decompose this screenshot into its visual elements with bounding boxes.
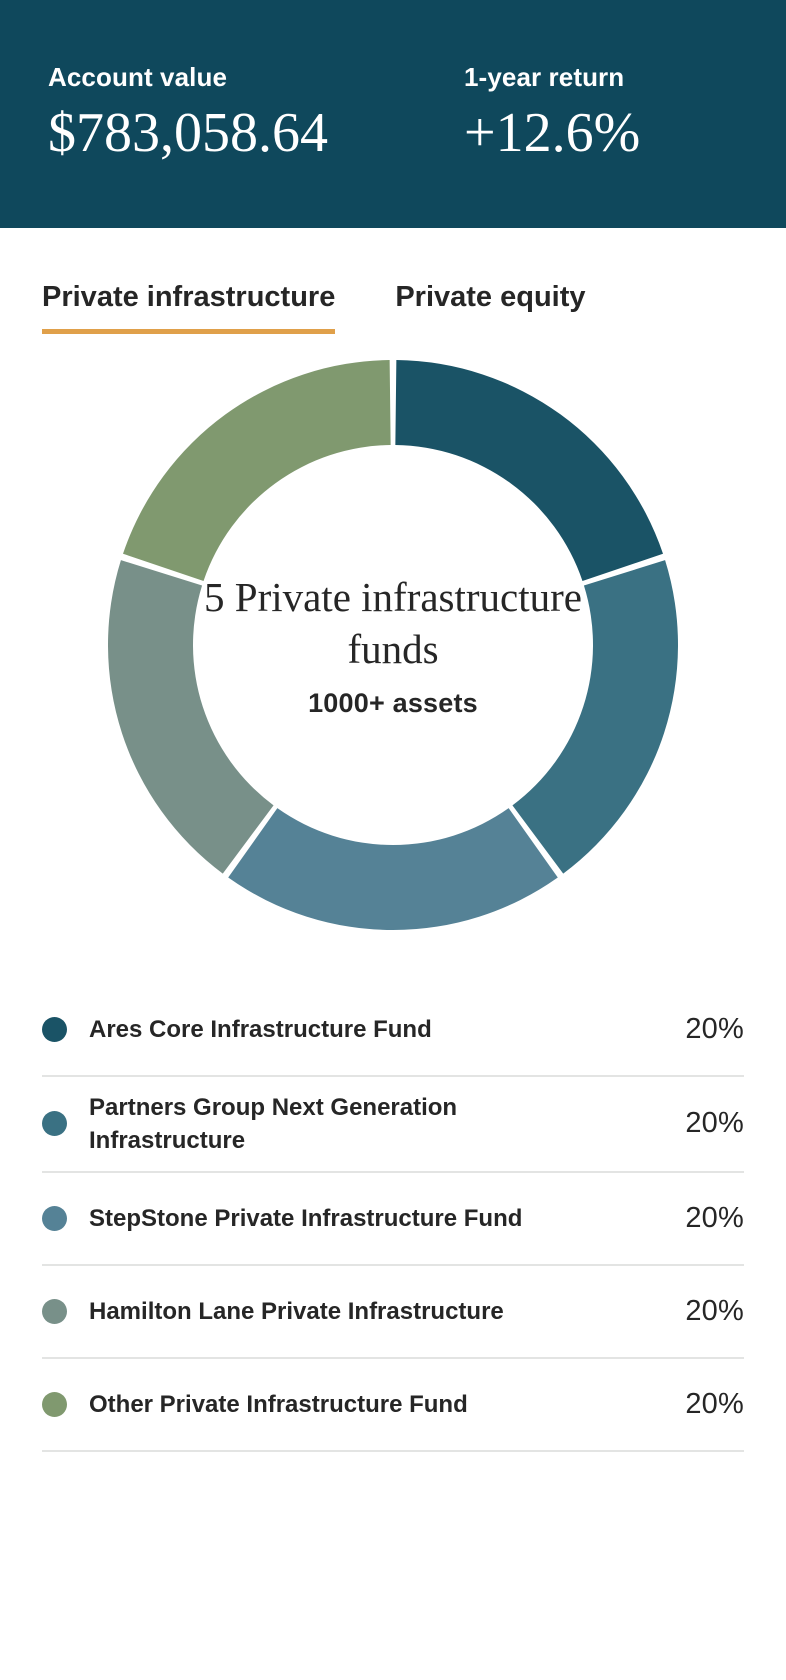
one-year-return-label: 1-year return xyxy=(464,62,625,92)
one-year-return-stat: 1-year return +12.6% xyxy=(464,62,640,166)
fund-allocation-list: Ares Core Infrastructure Fund 20% Partne… xyxy=(42,984,744,1453)
list-item[interactable]: Ares Core Infrastructure Fund 20% xyxy=(42,984,744,1077)
fund-allocation-percent: 20% xyxy=(685,1202,744,1235)
legend-color-dot-icon xyxy=(42,1299,67,1325)
account-value-amount: $783,058.64 xyxy=(48,102,328,165)
list-item[interactable]: Partners Group Next Generation Infrastru… xyxy=(42,1077,744,1174)
legend-color-dot-icon xyxy=(42,1016,67,1042)
list-item[interactable]: Hamilton Lane Private Infrastructure 20% xyxy=(42,1266,744,1360)
fund-allocation-percent: 20% xyxy=(685,1107,744,1140)
donut-segment[interactable] xyxy=(512,559,678,874)
donut-chart: 5 Private infrastructure funds 1000+ ass… xyxy=(108,359,678,930)
account-value-stat: Account value $783,058.64 xyxy=(48,62,464,166)
donut-segment[interactable] xyxy=(108,559,274,874)
allocation-chart-section: 5 Private infrastructure funds 1000+ ass… xyxy=(0,359,786,930)
account-summary-header: Account value $783,058.64 1-year return … xyxy=(0,0,786,228)
list-item[interactable]: Other Private Infrastructure Fund 20% xyxy=(42,1359,744,1453)
one-year-return-value: +12.6% xyxy=(464,102,641,165)
portfolio-tabs: Private infrastructure Private equity xyxy=(0,228,786,334)
fund-allocation-percent: 20% xyxy=(685,1295,744,1328)
fund-name: Other Private Infrastructure Fund xyxy=(89,1390,468,1418)
tab-private-equity[interactable]: Private equity xyxy=(395,281,586,313)
account-value-label: Account value xyxy=(48,62,228,92)
legend-color-dot-icon xyxy=(42,1206,67,1232)
fund-allocation-percent: 20% xyxy=(685,1012,744,1045)
fund-name: Hamilton Lane Private Infrastructure xyxy=(89,1297,504,1325)
fund-allocation-percent: 20% xyxy=(685,1388,744,1421)
donut-chart-svg xyxy=(108,359,678,930)
donut-segment[interactable] xyxy=(123,359,391,581)
legend-color-dot-icon xyxy=(42,1392,67,1418)
fund-name: Partners Group Next Generation Infrastru… xyxy=(89,1093,458,1154)
legend-color-dot-icon xyxy=(42,1111,67,1137)
list-item[interactable]: StepStone Private Infrastructure Fund 20… xyxy=(42,1173,744,1267)
donut-segment[interactable] xyxy=(228,807,558,930)
fund-name: StepStone Private Infrastructure Fund xyxy=(89,1204,523,1232)
fund-name: Ares Core Infrastructure Fund xyxy=(89,1015,432,1043)
donut-segment[interactable] xyxy=(395,359,663,581)
tab-private-infrastructure[interactable]: Private infrastructure xyxy=(42,280,336,334)
